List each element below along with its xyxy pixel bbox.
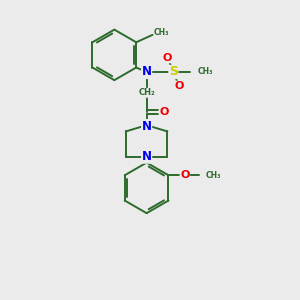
Text: S: S [169,65,178,79]
Text: CH₃: CH₃ [197,68,213,76]
Text: N: N [142,65,152,79]
Text: CH₃: CH₃ [206,171,221,180]
Text: O: O [175,81,184,91]
Text: N: N [142,150,152,163]
Text: O: O [159,107,169,117]
Text: CH₃: CH₃ [154,28,170,37]
Text: CH₂: CH₂ [138,88,155,97]
Text: O: O [180,170,190,180]
Text: O: O [163,53,172,63]
Text: N: N [142,120,152,133]
